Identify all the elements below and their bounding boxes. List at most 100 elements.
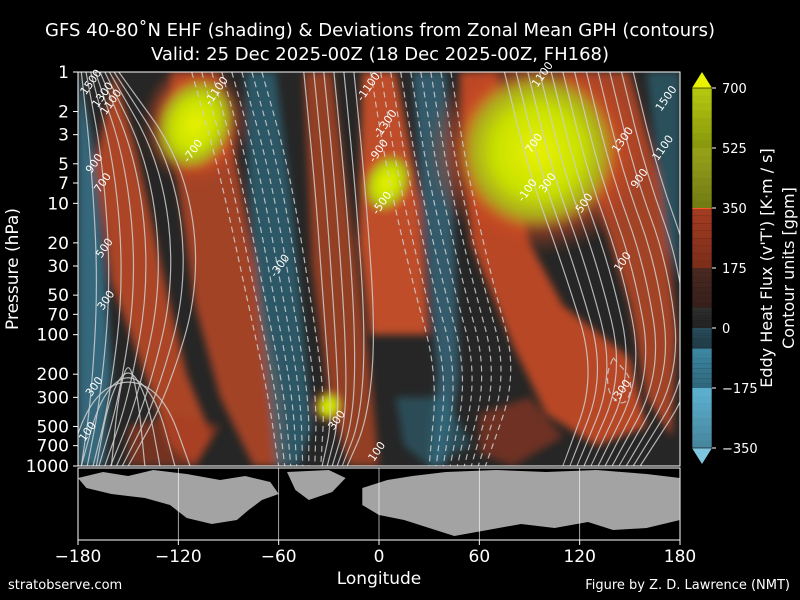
colorbar-segment	[692, 403, 712, 411]
colorbar-segment	[692, 340, 712, 344]
colorbar-tick-label-4: 175	[722, 262, 747, 277]
trough-central-contour-7	[430, 72, 492, 466]
colorbar-segment	[692, 368, 712, 374]
landmass-3	[362, 470, 680, 536]
trough-central-contour-3	[390, 72, 454, 466]
trough-west-contour-2	[201, 72, 286, 466]
ridge-east-contour-11	[620, 72, 680, 466]
colorbar-segment	[692, 418, 712, 426]
colorbar-segment	[692, 163, 712, 171]
colorbar-segment	[692, 410, 712, 418]
colorbar-segment	[692, 215, 712, 224]
y-tick-label-14: 500	[37, 417, 69, 437]
ridge-west-contour-7	[108, 72, 172, 466]
colorbar-segment	[692, 346, 712, 349]
y-tick-label-13: 300	[37, 388, 69, 408]
x-tick-label-1: −180	[55, 547, 102, 567]
landmass-2	[287, 470, 346, 500]
trough-west-contour-1	[191, 72, 280, 466]
colorbar-segment	[692, 208, 712, 216]
x-tick-label-5: 60	[469, 547, 491, 567]
flux-maximum-3	[363, 154, 411, 212]
colorbar-segment	[692, 297, 712, 303]
y-tick-label-5: 7	[58, 174, 69, 194]
ridge-mid-contour-6	[346, 72, 374, 466]
colorbar-segment	[692, 433, 712, 441]
ridge-west-contour-3	[90, 72, 122, 466]
ridge-east-contour-8	[585, 72, 657, 466]
y-tick-label-12: 200	[37, 365, 69, 385]
colorbar-segment	[692, 185, 712, 193]
colorbar-tick-label-2: 525	[722, 142, 747, 157]
trough-west-contour-8	[261, 72, 324, 466]
x-tick-label-2: −120	[155, 547, 202, 567]
x-tick-label-3: −60	[261, 547, 297, 567]
flux-band-12	[395, 397, 471, 466]
ridge-east-contour-2	[515, 72, 599, 466]
colorbar-segment	[692, 140, 712, 148]
y-tick-label-11: 100	[37, 326, 69, 346]
ridge-west-contour-2	[85, 72, 110, 466]
x-tick-label-6: 120	[563, 547, 595, 567]
y-tick-label-10: 70	[47, 305, 69, 325]
y-tick-label-8: 30	[47, 257, 69, 277]
colorbar-segment	[692, 333, 712, 336]
colorbar-segment	[692, 133, 712, 141]
colorbar-max-arrow	[692, 72, 712, 88]
colorbar-segment	[692, 343, 712, 346]
flux-maximum-2	[457, 72, 618, 232]
ridge-west-contour-9	[118, 72, 197, 466]
y-tick-label-1: 1	[58, 63, 69, 83]
x-tick-label-7: 180	[664, 547, 696, 567]
colorbar-tick-label-3: 350	[722, 202, 747, 217]
ridge-west-contour-6	[104, 72, 159, 466]
ridge-west-contour-4	[94, 72, 135, 466]
x-tick-label-4: 0	[374, 547, 385, 567]
y-tick-label-15: 700	[37, 437, 69, 457]
ridge-mid-contour-4	[333, 72, 356, 466]
colorbar-tick-label-6: −175	[722, 382, 758, 397]
trough-central-contour-5	[410, 72, 473, 466]
colorbar-min-arrow	[692, 448, 712, 464]
trough-central-contour-2	[380, 72, 445, 466]
colorbar-segment	[692, 307, 712, 310]
ridge-mid-contour-1	[303, 72, 331, 466]
colorbar-segment	[692, 383, 712, 388]
y-tick-label-9: 50	[47, 286, 69, 306]
ridge-mid-contour-2	[313, 72, 339, 466]
trough-west-contour-4	[221, 72, 298, 466]
trough-east-loop	[606, 357, 632, 404]
ridge-low-contour-2	[95, 372, 161, 466]
flux-band-13	[479, 397, 563, 466]
colorbar-segment	[692, 338, 712, 341]
colorbar-tick-label-5: 0	[722, 322, 730, 337]
y-tick-label-6: 10	[47, 194, 69, 214]
colorbar-segment	[692, 155, 712, 163]
colorbar-segment	[692, 363, 712, 369]
colorbar-segment	[692, 335, 712, 339]
trough-central-contour-8	[440, 72, 502, 466]
colorbar-segment	[692, 358, 712, 364]
trough-west-contour-5	[231, 72, 304, 466]
colorbar-segment	[692, 292, 712, 298]
ridge-east-contour-7	[574, 72, 647, 466]
colorbar-segment	[692, 317, 712, 321]
gph-contours	[78, 72, 680, 466]
colorbar-segment	[692, 348, 712, 354]
plot-frame	[77, 71, 681, 467]
ridge-east-contour-6	[562, 72, 637, 466]
trough-west-contour-7	[251, 72, 317, 466]
x-axis: −180 −120 −60 0 60 120 180	[55, 468, 696, 567]
flux-shading	[78, 72, 680, 466]
colorbar-segment	[692, 388, 712, 396]
colorbar-segment	[692, 328, 712, 331]
y-axis-label: Pressure (hPa)	[3, 208, 23, 330]
chart-title-line1: GFS 40-80˚N EHF (shading) & Deviations f…	[45, 20, 715, 41]
colorbar-segment	[692, 320, 712, 323]
colorbar-segment	[692, 148, 712, 156]
flux-band-11	[128, 413, 221, 466]
colorbar-segment	[692, 178, 712, 186]
ridge-east-contour-9	[597, 72, 667, 466]
